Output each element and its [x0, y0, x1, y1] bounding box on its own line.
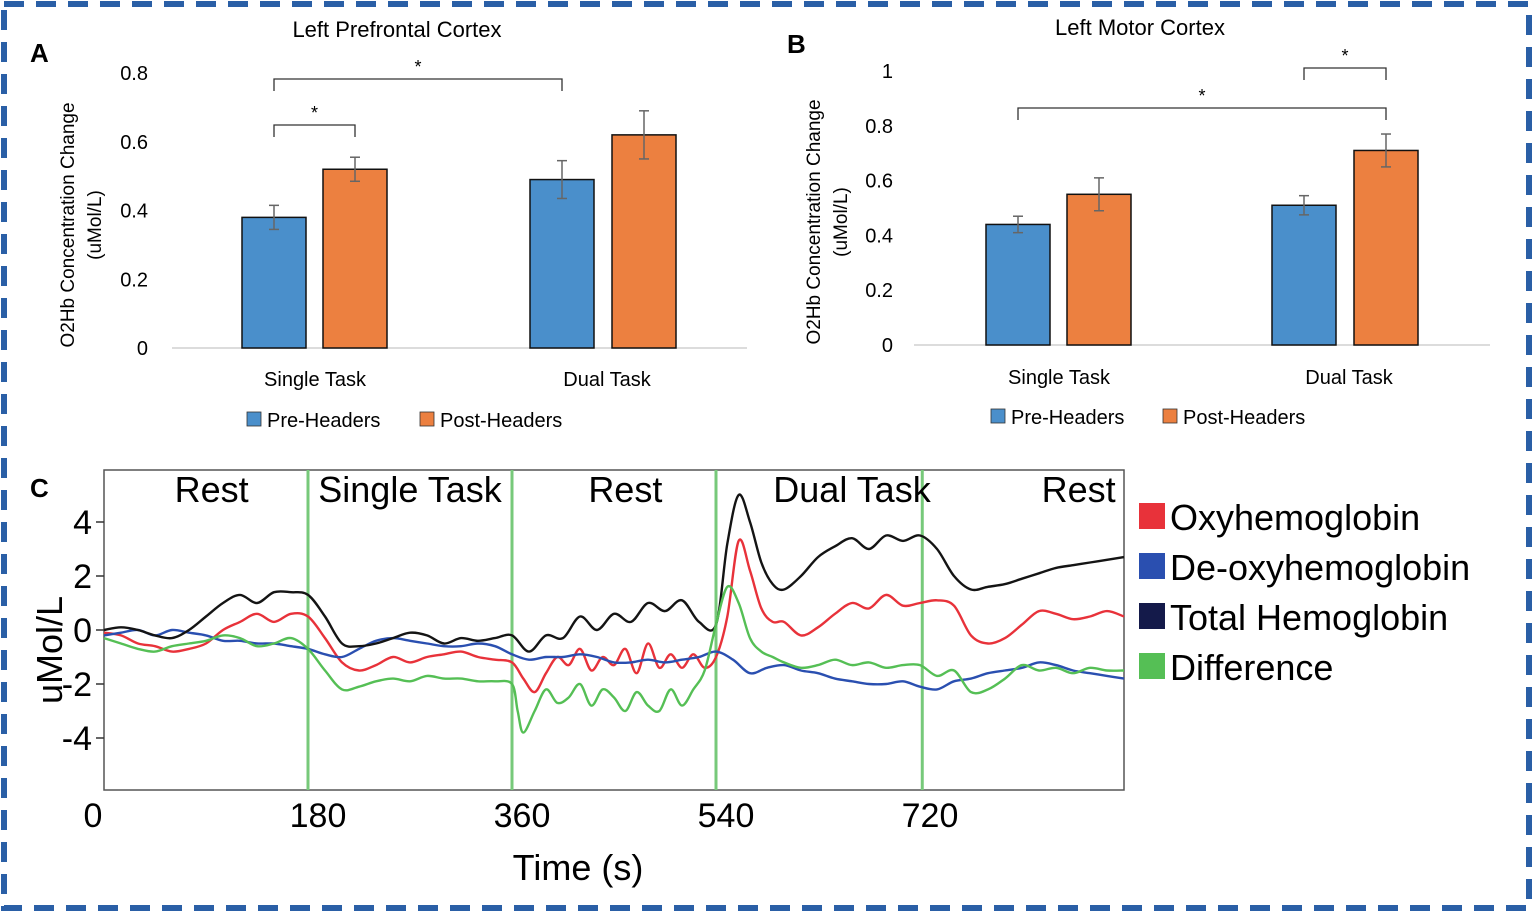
significance-star: *: [1341, 46, 1348, 66]
x-tick-label: 360: [494, 797, 551, 835]
panel-c-xlabel: Time (s): [513, 847, 644, 888]
panel-b-legend-post: Post-Headers: [1183, 407, 1305, 429]
significance-bracket: [1303, 67, 1387, 80]
y-tick-label: 0.8: [120, 63, 148, 85]
significance-bracket: [273, 124, 356, 137]
x-tick-label: 540: [698, 797, 755, 835]
legend-swatch-deoxy: [1139, 553, 1165, 579]
phase-label: Single Task: [318, 469, 502, 510]
panel-c: C Rest Single Task Rest Dual Task Rest 4 2 0 -2…: [29, 469, 1470, 888]
panel-a-category-label: Single Task: [264, 369, 367, 391]
panel-a-title: Left Prefrontal Cortex: [292, 17, 501, 42]
bar-post: [1066, 193, 1132, 346]
y-tick-label: 0.8: [865, 116, 893, 138]
panel-a-label: A: [30, 38, 49, 68]
panel-c-label: C: [30, 473, 49, 503]
panel-c-ylabel: uMol/L: [29, 596, 70, 704]
panel-b-category-label: Dual Task: [1305, 367, 1393, 389]
significance-star: *: [311, 103, 318, 123]
y-tick-label: 0.2: [120, 269, 148, 291]
legend-label-deoxy: De-oxyhemoglobin: [1170, 547, 1470, 588]
panel-c-plot-frame: [103, 469, 1125, 791]
y-tick-label: 0: [137, 338, 148, 360]
legend-swatch-oxy: [1139, 503, 1165, 529]
panel-a-category-label: Dual Task: [563, 369, 651, 391]
panel-b-legend-swatch-pre: [990, 408, 1006, 424]
panel-a-legend-post: Post-Headers: [440, 410, 562, 432]
panel-b-label: B: [787, 29, 806, 59]
y-tick-label: -2: [62, 666, 92, 704]
panel-b-category-label: Single Task: [1008, 367, 1111, 389]
y-tick-label: 0.4: [865, 225, 893, 247]
legend-swatch-diff: [1139, 653, 1165, 679]
significance-star: *: [414, 57, 421, 77]
bar-post: [611, 134, 677, 349]
phase-label: Rest: [1042, 469, 1116, 510]
y-tick-label: 0.6: [120, 132, 148, 154]
panel-c-legend: Oxyhemoglobin De-oxyhemoglobin Total Hem…: [1139, 497, 1470, 688]
panel-a-legend-pre: Pre-Headers: [267, 410, 380, 432]
bar-pre: [529, 178, 595, 349]
panel-b-ylabel-line1: O2Hb Concentration Change: [804, 99, 825, 344]
y-tick-label: 0: [73, 612, 92, 650]
y-tick-label: 0.6: [865, 171, 893, 193]
y-tick-label: 0: [882, 335, 893, 357]
x-tick-label: 720: [902, 797, 959, 835]
y-tick-label: 0.4: [120, 201, 148, 223]
panel-b-title: Left Motor Cortex: [1055, 15, 1225, 40]
legend-label-diff: Difference: [1170, 647, 1333, 688]
x-tick-label: 180: [290, 797, 347, 835]
legend-swatch-total: [1139, 603, 1165, 629]
panel-a: A Left Prefrontal Cortex O2Hb Concentrat…: [30, 17, 747, 432]
series-line-oxy: [103, 538, 1125, 694]
bar-post: [322, 168, 388, 349]
panel-a-legend-swatch-post: [419, 411, 435, 427]
series-line-total: [103, 493, 1125, 653]
series-line-diff: [103, 584, 1125, 734]
bar-post: [1353, 149, 1419, 346]
y-tick-label: 0.2: [865, 280, 893, 302]
panel-b-legend-swatch-post: [1162, 408, 1178, 424]
significance-bracket: [1017, 107, 1387, 120]
phase-label: Dual Task: [773, 469, 931, 510]
significance-bracket: [273, 78, 563, 91]
bar-pre: [241, 216, 307, 349]
y-tick-label: -4: [62, 720, 92, 758]
phase-label: Rest: [175, 469, 249, 510]
y-tick-label: 2: [73, 558, 92, 596]
y-tick-label: 4: [73, 504, 92, 542]
panel-a-legend-swatch-pre: [246, 411, 262, 427]
panel-b-legend-pre: Pre-Headers: [1011, 407, 1124, 429]
legend-label-oxy: Oxyhemoglobin: [1170, 497, 1420, 538]
bar-pre: [1271, 204, 1337, 346]
panel-b: B Left Motor Cortex O2Hb Concentration C…: [787, 15, 1490, 429]
legend-label-total: Total Hemoglobin: [1170, 597, 1448, 638]
phase-label: Rest: [588, 469, 662, 510]
bar-pre: [985, 223, 1051, 346]
significance-star: *: [1198, 86, 1205, 106]
panel-a-ylabel-line1: O2Hb Concentration Change: [58, 102, 79, 347]
y-tick-label: 1: [882, 61, 893, 83]
panel-b-ylabel-line2: (uMol/L): [831, 187, 852, 257]
x-tick-label: 0: [84, 797, 103, 835]
panel-a-ylabel-line2: (uMol/L): [85, 190, 106, 260]
